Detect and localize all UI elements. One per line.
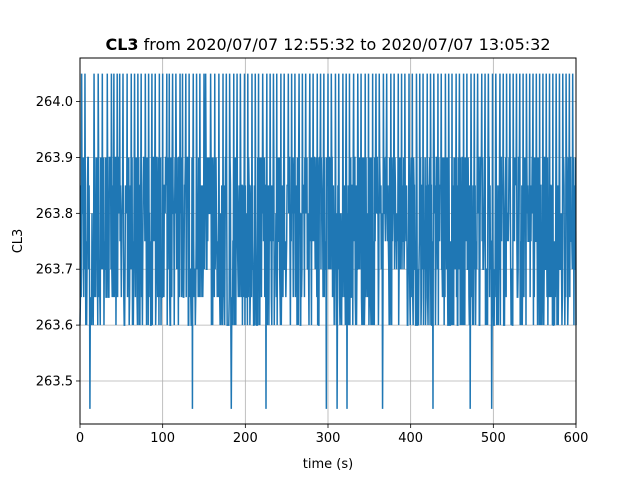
chart-title: CL3 from 2020/07/07 12:55:32 to 2020/07/…: [105, 35, 550, 54]
y-tick-label: 263.5: [36, 374, 73, 389]
y-tick-label: 263.9: [36, 151, 73, 166]
series-cl3: [79, 73, 577, 409]
x-axis: 0 100 200 300 400 500 600: [76, 424, 589, 446]
x-tick-label: 300: [316, 431, 341, 446]
x-tick-label: 500: [481, 431, 506, 446]
y-axis: 263.5 263.6 263.7 263.8 263.9 264.0: [36, 95, 80, 389]
chart-title-bold: CL3: [105, 35, 138, 54]
chart-title-rest: from 2020/07/07 12:55:32 to 2020/07/07 1…: [139, 35, 551, 54]
y-axis-label: CL3: [11, 229, 26, 254]
x-tick-label: 600: [564, 431, 589, 446]
x-axis-label: time (s): [303, 457, 353, 472]
x-tick-label: 0: [76, 431, 84, 446]
y-tick-label: 263.6: [36, 319, 73, 334]
x-tick-label: 200: [233, 431, 258, 446]
y-tick-label: 263.8: [36, 207, 73, 222]
x-tick-label: 400: [398, 431, 423, 446]
x-tick-label: 100: [150, 431, 175, 446]
y-tick-label: 264.0: [36, 95, 73, 110]
y-tick-label: 263.7: [36, 263, 73, 278]
series-line: [79, 73, 577, 409]
